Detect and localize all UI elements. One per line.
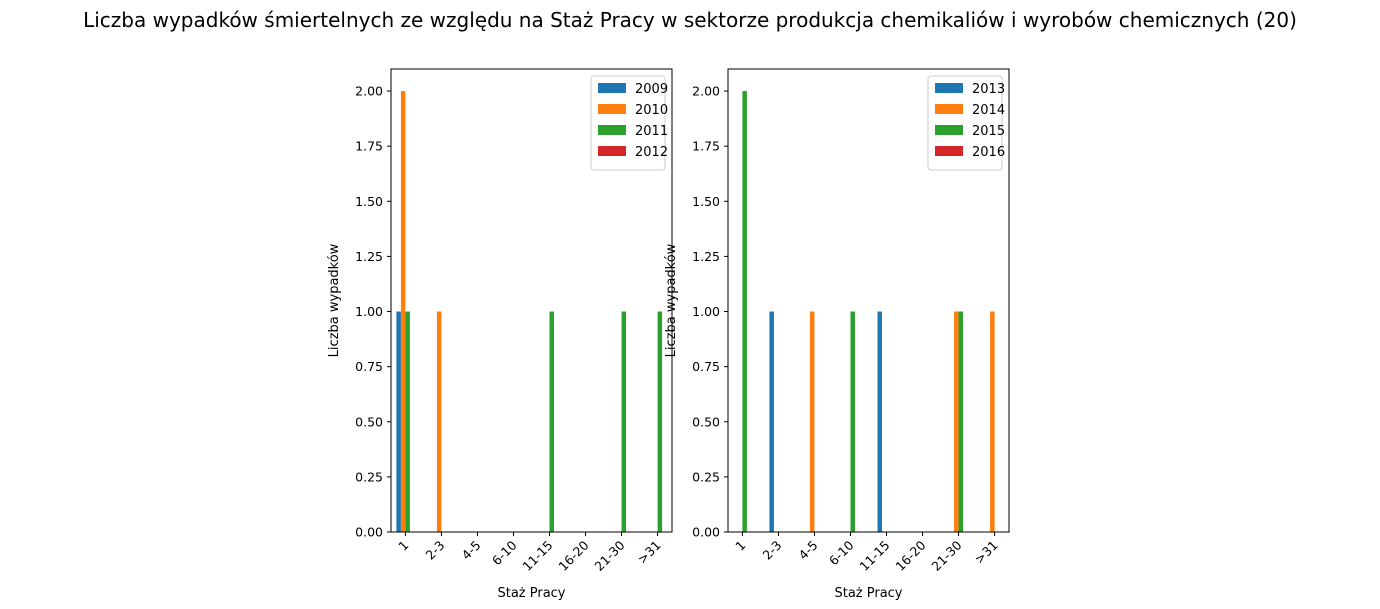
bar-2015-21-30 [958, 311, 964, 532]
x-tick-label: 6-10 [826, 537, 857, 568]
plot-frame [390, 68, 673, 533]
bar-2011-11-15 [549, 311, 555, 532]
legend-swatch-2016 [935, 146, 963, 156]
y-tick-label: 1.50 [692, 194, 720, 209]
x-tick-label: 21-30 [591, 537, 627, 573]
x-tick-label: 21-30 [928, 537, 964, 573]
legend-label-2014: 2014 [972, 103, 1005, 118]
bar-2011-1 [405, 311, 410, 532]
x-tick-label: 11-15 [519, 538, 555, 574]
legend-label-2010: 2010 [635, 103, 668, 118]
x-tick-label: 1 [395, 538, 411, 554]
y-tick-label: 1.25 [355, 249, 383, 264]
legend-swatch-2014 [935, 104, 963, 114]
y-tick-label: 1.25 [692, 249, 720, 264]
y-tick-label: 1.00 [692, 304, 720, 319]
legend-swatch-2011 [598, 125, 626, 135]
x-tick-label: >31 [971, 538, 1000, 567]
bar-2010-2-3 [436, 311, 442, 532]
x-tick-label: 16-20 [555, 537, 591, 573]
x-tick-label: 6-10 [489, 537, 520, 568]
legend-swatch-2009 [598, 83, 626, 93]
y-tick-label: 1.00 [355, 304, 383, 319]
x-tick-label: 1 [732, 538, 748, 554]
x-tick-label: 4-5 [796, 538, 821, 563]
legend-label-2013: 2013 [972, 82, 1005, 97]
legend-swatch-2010 [598, 104, 626, 114]
y-tick-label: 0.25 [355, 469, 383, 484]
x-axis-label: Staż Pracy [834, 586, 902, 601]
bar-2014-21-30 [954, 311, 959, 532]
bar-2011->31 [657, 311, 663, 532]
chart-panel-1: 0.00 0.25 0.50 0.75 1.00 1.25 1.50 1.75 2.00 1 2-3… [327, 68, 673, 601]
y-tick-label: 0.00 [355, 525, 383, 540]
y-tick-label: 0.50 [355, 414, 383, 429]
x-tick-label: >31 [634, 538, 663, 567]
bar-2010-1 [400, 91, 406, 533]
x-tick-label: 4-5 [459, 538, 484, 563]
bar-2009-1 [396, 311, 401, 532]
y-tick-label: 2.00 [355, 84, 383, 99]
legend-label-2009: 2009 [635, 82, 668, 97]
legend-swatch-2015 [935, 125, 963, 135]
legend-label-2011: 2011 [635, 124, 668, 139]
y-tick-label: 0.50 [692, 414, 720, 429]
legend: 2013 2014 2015 2016 [927, 75, 1005, 171]
legend: 2009 2010 2011 2012 [590, 75, 668, 171]
y-tick-label: 0.25 [692, 469, 720, 484]
bar-2015-6-10 [850, 311, 855, 532]
y-tick-label: 0.75 [692, 359, 720, 374]
bar-2011-21-30 [621, 311, 627, 532]
bar-2013-2-3 [769, 311, 774, 532]
y-tick-label: 1.75 [355, 139, 383, 154]
x-tick-label: 11-15 [856, 538, 892, 574]
chart-panel-2: 0.00 0.25 0.50 0.75 1.00 1.25 1.50 1.75 2.00 1 2-3… [664, 68, 1010, 601]
bar-2015-1 [742, 91, 747, 533]
x-tick-label: 16-20 [892, 537, 928, 573]
y-tick-label: 0.00 [692, 525, 720, 540]
x-tick-label: 2-3 [423, 538, 448, 563]
legend-label-2012: 2012 [635, 145, 668, 160]
legend-label-2016: 2016 [972, 145, 1005, 160]
y-axis-label: Liczba wypadków [664, 243, 679, 357]
bar-2013-11-15 [877, 311, 883, 532]
y-axis-label: Liczba wypadków [327, 243, 342, 357]
legend-swatch-2013 [935, 83, 963, 93]
y-tick-label: 1.50 [355, 194, 383, 209]
bar-2014-4-5 [809, 311, 815, 532]
plot-frame [727, 68, 1010, 533]
figure-title: Liczba wypadków śmiertelnych ze względu … [83, 8, 1297, 32]
y-tick-label: 1.75 [692, 139, 720, 154]
x-axis-label: Staż Pracy [497, 586, 565, 601]
x-tick-label: 2-3 [760, 538, 785, 563]
y-tick-label: 2.00 [692, 84, 720, 99]
y-tick-label: 0.75 [355, 359, 383, 374]
bar-2014->31 [990, 311, 995, 532]
legend-label-2015: 2015 [972, 124, 1005, 139]
legend-swatch-2012 [598, 146, 626, 156]
